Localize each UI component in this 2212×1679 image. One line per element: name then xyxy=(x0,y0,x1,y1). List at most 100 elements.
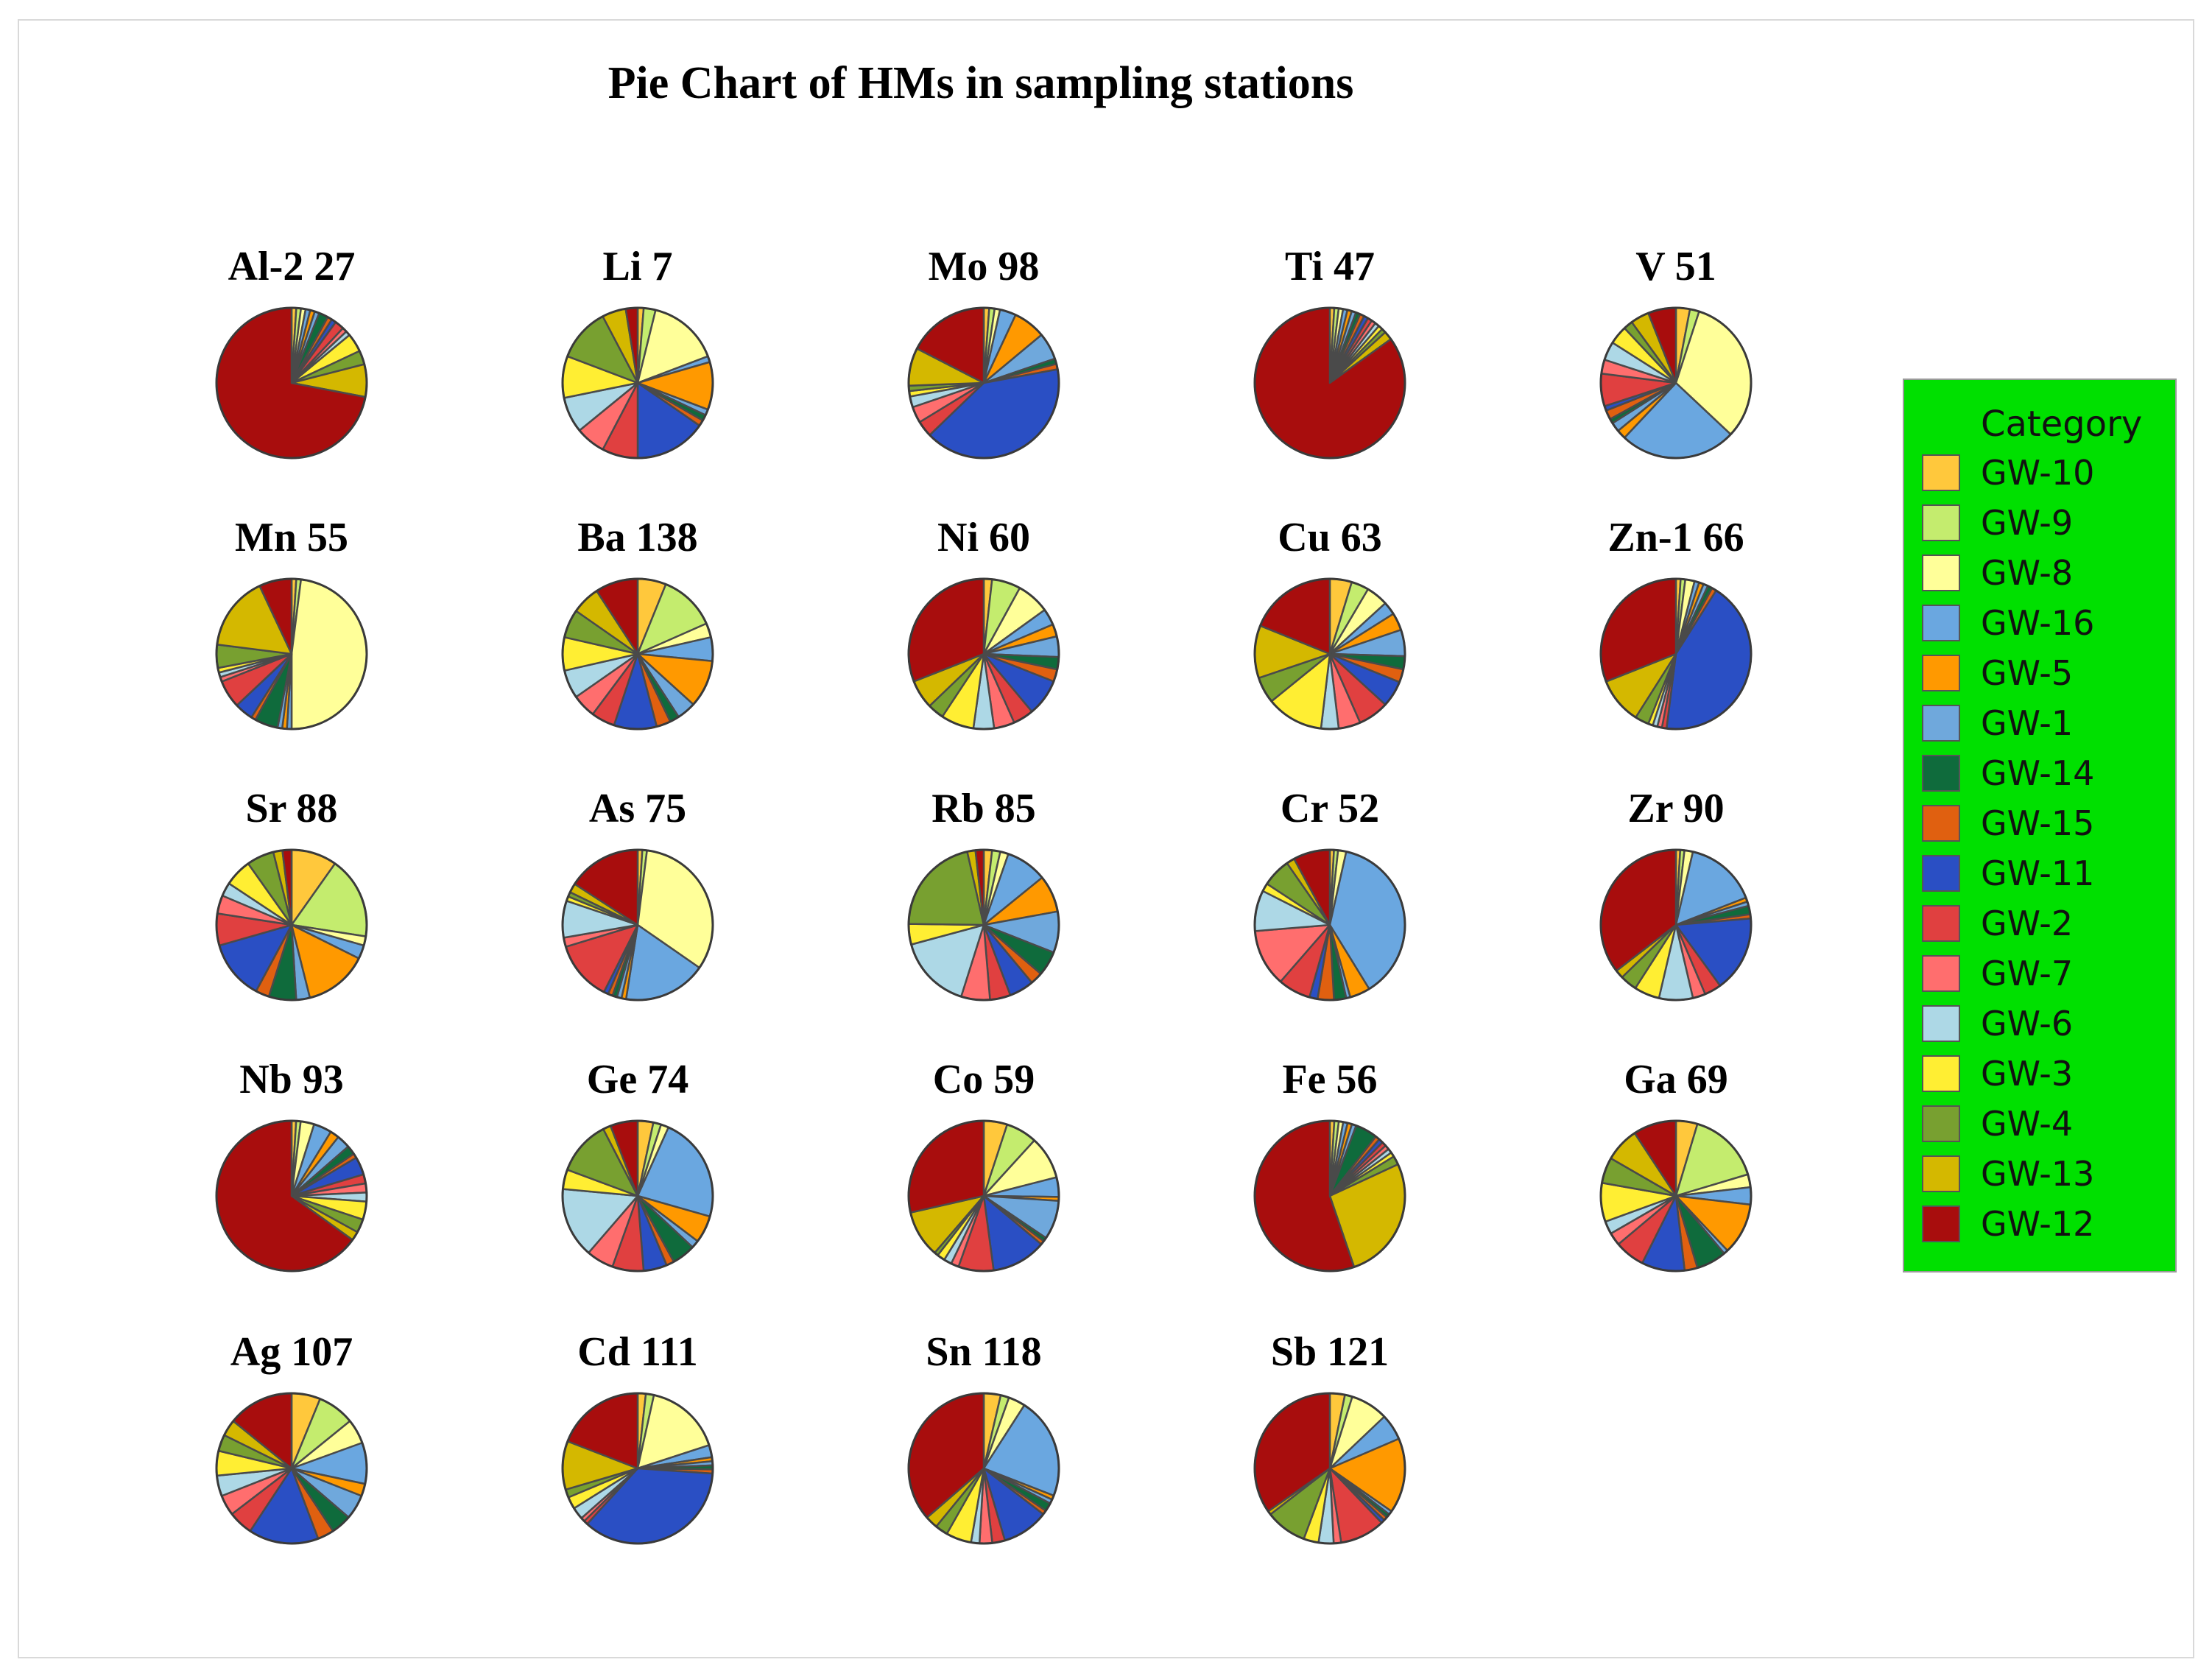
pie-title: Co 59 xyxy=(933,1057,1035,1102)
pie-outline xyxy=(1599,848,1753,1002)
pie-chart: Li 7 xyxy=(561,244,714,460)
pie-title: Sb 121 xyxy=(1271,1329,1389,1375)
pie-outline xyxy=(215,848,368,1002)
chart-title: Pie Chart of HMs in sampling stations xyxy=(607,58,1354,108)
pie-chart: Co 59 xyxy=(907,1057,1060,1273)
chart-frame xyxy=(18,19,2194,1658)
pie-chart: Zn-1 66 xyxy=(1599,515,1753,731)
pie-grid: Al-2 27 Li 7 Mo 98 Ti 47 V 51 Mn 55 Ba 138 Ni 6… xyxy=(215,244,1753,1545)
pie-chart: Ge 74 xyxy=(561,1057,714,1273)
pie-title: Ni 60 xyxy=(937,515,1030,560)
pie-title: Ga 69 xyxy=(1624,1057,1728,1102)
legend-label: GW-5 xyxy=(1981,653,2074,693)
pie-slice xyxy=(907,1119,985,1214)
pie-chart: Sr 88 xyxy=(215,786,368,1002)
legend-label: GW-4 xyxy=(1981,1104,2074,1144)
legend-swatch xyxy=(1922,905,1960,942)
pie-outline xyxy=(1253,848,1406,1002)
pie-outline xyxy=(215,1392,368,1545)
pie-title: Al-2 27 xyxy=(228,244,356,289)
pie-outline xyxy=(215,1119,368,1273)
pie-title: Rb 85 xyxy=(931,786,1036,831)
pie-chart: Ga 69 xyxy=(1599,1057,1753,1273)
pie-chart: Cr 52 xyxy=(1253,786,1406,1002)
legend-title: Category xyxy=(1981,404,2143,445)
pie-outline xyxy=(561,1392,714,1545)
legend-swatch xyxy=(1922,1155,1960,1192)
pie-chart: Nb 93 xyxy=(215,1057,368,1273)
pie-chart: Sn 118 xyxy=(907,1329,1060,1545)
pie-title: Nb 93 xyxy=(239,1057,344,1102)
legend-label: GW-7 xyxy=(1981,954,2074,993)
legend-label: GW-1 xyxy=(1981,703,2074,743)
pie-outline xyxy=(1253,306,1406,460)
pie-title: Ti 47 xyxy=(1285,244,1375,289)
pie-chart: As 75 xyxy=(561,786,714,1002)
legend-swatch xyxy=(1922,655,1960,691)
pie-outline xyxy=(1253,1119,1406,1273)
legend-label: GW-16 xyxy=(1981,603,2095,643)
legend-swatch xyxy=(1922,1055,1960,1092)
pie-chart: Cd 111 xyxy=(561,1329,714,1545)
legend-label: GW-12 xyxy=(1981,1204,2095,1244)
legend-label: GW-3 xyxy=(1981,1054,2074,1094)
pie-outline xyxy=(1253,1392,1406,1545)
pie-title: V 51 xyxy=(1635,244,1716,289)
legend-swatch xyxy=(1922,454,1960,491)
legend: Category GW-10 GW-9 GW-8 GW-16 GW-5 GW-1 GW-14… xyxy=(1903,379,2177,1273)
pie-chart: Al-2 27 xyxy=(215,244,368,460)
legend-swatch xyxy=(1922,1105,1960,1142)
pie-title: Fe 56 xyxy=(1282,1057,1377,1102)
pie-outline xyxy=(907,848,1060,1002)
pie-title: Mn 55 xyxy=(235,515,348,560)
pie-title: Ge 74 xyxy=(587,1057,688,1102)
legend-label: GW-10 xyxy=(1981,453,2095,493)
pie-title: Mo 98 xyxy=(929,244,1040,289)
legend-swatch xyxy=(1922,605,1960,641)
pie-title: Cr 52 xyxy=(1281,786,1379,831)
pie-title: Cd 111 xyxy=(577,1329,697,1375)
pie-title: Sr 88 xyxy=(246,786,338,831)
legend-label: GW-2 xyxy=(1981,904,2074,943)
pie-slice xyxy=(290,578,368,731)
legend-label: GW-6 xyxy=(1981,1004,2074,1043)
legend-label: GW-9 xyxy=(1981,503,2074,543)
legend-swatch xyxy=(1922,855,1960,892)
legend-swatch xyxy=(1922,504,1960,541)
legend-swatch xyxy=(1922,805,1960,842)
pie-outline xyxy=(1253,577,1406,731)
pie-outline xyxy=(1599,306,1753,460)
pie-outline xyxy=(907,577,1060,731)
legend-label: GW-14 xyxy=(1981,753,2095,793)
legend-label: GW-13 xyxy=(1981,1154,2095,1194)
pie-title: Zn-1 66 xyxy=(1607,515,1744,560)
legend-swatch xyxy=(1922,555,1960,591)
legend-swatch xyxy=(1922,705,1960,742)
pie-title: Ag 107 xyxy=(230,1329,353,1375)
pie-chart: Ti 47 xyxy=(1253,244,1406,460)
pie-outline xyxy=(1599,577,1753,731)
pie-title: Zr 90 xyxy=(1627,786,1724,831)
pie-title: Sn 118 xyxy=(926,1329,1041,1375)
pie-chart: Rb 85 xyxy=(907,786,1060,1002)
pie-outline xyxy=(561,577,714,731)
pie-chart: Ba 138 xyxy=(561,515,714,731)
pie-title: Ba 138 xyxy=(577,515,697,560)
pie-chart: Mo 98 xyxy=(907,244,1060,460)
pie-outline xyxy=(215,577,368,731)
legend-swatch xyxy=(1922,755,1960,792)
pie-outline xyxy=(907,306,1060,460)
pie-outline xyxy=(907,1119,1060,1273)
pie-chart: Ag 107 xyxy=(215,1329,368,1545)
pie-chart: Ni 60 xyxy=(907,515,1060,731)
pie-outline xyxy=(907,1392,1060,1545)
legend-swatch xyxy=(1922,1005,1960,1042)
legend-label: GW-11 xyxy=(1981,853,2095,893)
pie-chart: Fe 56 xyxy=(1253,1057,1406,1273)
pie-outline xyxy=(1599,1119,1753,1273)
pie-outline xyxy=(561,1119,714,1273)
pie-chart: Mn 55 xyxy=(215,515,368,731)
pie-chart: Zr 90 xyxy=(1599,786,1753,1002)
pie-chart: Cu 63 xyxy=(1253,515,1406,731)
legend-swatch xyxy=(1922,955,1960,992)
